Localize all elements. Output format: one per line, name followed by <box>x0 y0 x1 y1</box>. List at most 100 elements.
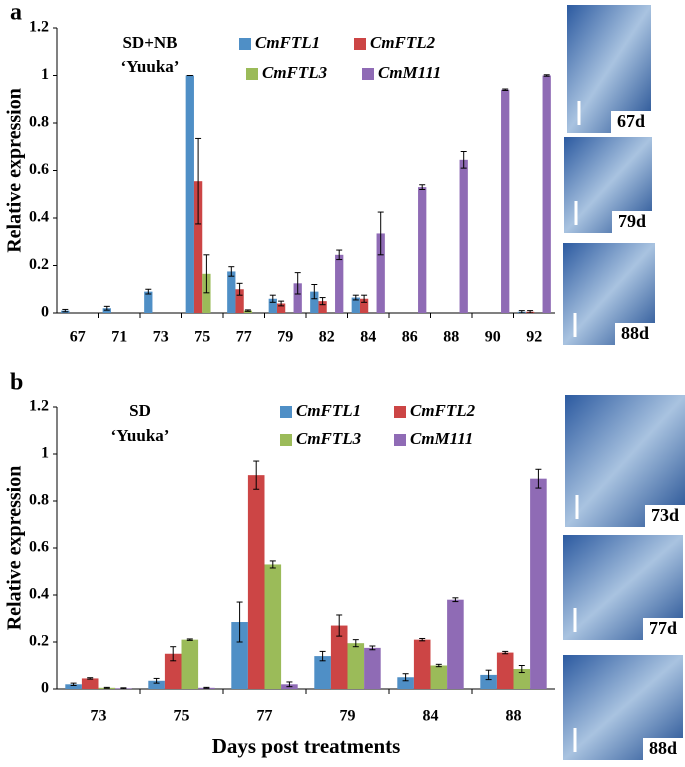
y-tick-label: 0.8 <box>29 492 49 509</box>
bar <box>542 75 551 313</box>
legend-swatch <box>246 68 258 80</box>
bar <box>185 75 194 313</box>
bar <box>496 652 514 689</box>
y-tick-label: 1 <box>41 66 49 83</box>
bar <box>347 643 365 689</box>
bar <box>268 298 277 313</box>
legend-label: CmFTL1 <box>255 33 320 52</box>
image-label-box <box>615 323 655 345</box>
image-label-box <box>643 618 683 640</box>
error-bar <box>361 294 368 303</box>
error-bar <box>485 669 492 681</box>
bar <box>330 625 348 689</box>
error-bar <box>87 677 94 680</box>
bar <box>181 639 199 689</box>
legend-label: CmFTL1 <box>296 401 361 420</box>
bar <box>318 301 327 313</box>
bar <box>231 622 248 689</box>
x-tick-label: 77 <box>257 708 273 725</box>
bar <box>397 677 414 689</box>
image-label: 77d <box>649 618 677 638</box>
error-bar <box>527 310 534 314</box>
error-bar <box>120 687 127 690</box>
bar <box>418 187 427 313</box>
error-bar <box>103 305 110 311</box>
bar <box>513 669 531 689</box>
legend-label: CmFTL3 <box>296 429 362 448</box>
error-bar <box>236 282 243 296</box>
y-tick-label: 0 <box>41 680 49 697</box>
error-bar <box>70 682 77 686</box>
bar <box>376 233 385 313</box>
bar <box>480 674 497 689</box>
x-tick-label: 67 <box>70 329 86 346</box>
error-bar <box>543 74 550 77</box>
annotation: SD <box>129 401 151 420</box>
bar <box>314 656 331 689</box>
image-label: 79d <box>618 211 646 231</box>
legend-swatch <box>362 68 374 80</box>
error-bar <box>244 309 251 312</box>
y-tick-label: 0.2 <box>29 256 49 273</box>
image-label: 73d <box>651 505 679 525</box>
legend-swatch <box>354 38 366 50</box>
bar <box>247 475 265 689</box>
x-tick-label: 73 <box>153 329 169 346</box>
x-tick-label: 84 <box>423 708 439 725</box>
legend-swatch <box>280 434 292 446</box>
error-bar <box>186 638 193 641</box>
error-bar <box>170 646 177 662</box>
y-tick-label: 1 <box>41 445 49 462</box>
x-tick-label: 82 <box>319 329 335 346</box>
panel-label: b <box>10 370 23 396</box>
bar <box>148 680 165 689</box>
bar <box>530 478 547 689</box>
error-bar <box>452 597 459 603</box>
bar <box>65 684 82 689</box>
y-tick-label: 0.6 <box>29 539 49 556</box>
error-bar <box>352 639 359 648</box>
image-label-box <box>611 111 651 133</box>
error-bar <box>203 254 210 294</box>
annotation: ‘Yuuka’ <box>121 57 180 76</box>
legend-label: CmM111 <box>410 429 473 448</box>
y-tick-label: 0.2 <box>29 633 49 650</box>
error-bar <box>253 460 260 490</box>
bar <box>430 665 448 689</box>
error-bar <box>419 637 426 642</box>
y-tick-label: 1.2 <box>29 19 49 36</box>
error-bar <box>269 294 276 303</box>
bar <box>447 599 464 689</box>
legend-swatch <box>239 38 251 50</box>
image-label: 88d <box>649 738 677 758</box>
error-bar <box>502 88 509 91</box>
y-tick-label: 0.6 <box>29 161 49 178</box>
image-label-box <box>645 505 685 527</box>
bar <box>310 291 319 313</box>
panel-label: a <box>10 0 22 26</box>
error-bar <box>62 308 69 313</box>
bar <box>81 678 99 689</box>
legend-swatch <box>394 406 406 418</box>
image-label-box <box>612 211 652 233</box>
bar <box>235 289 244 313</box>
error-bar <box>294 272 301 295</box>
error-bar <box>319 297 326 306</box>
legend-swatch <box>280 406 292 418</box>
x-axis-label: Days post treatments <box>212 734 401 758</box>
error-bar <box>377 211 384 256</box>
error-bar <box>311 284 318 300</box>
annotation: SD+NB <box>122 33 177 52</box>
bar <box>193 181 203 313</box>
x-tick-label: 92 <box>526 329 542 346</box>
bar <box>293 283 302 313</box>
error-bar <box>435 663 442 668</box>
annotation: ‘Yuuka’ <box>111 426 170 445</box>
x-tick-label: 88 <box>443 329 459 346</box>
error-bar <box>319 650 326 662</box>
error-bar <box>228 266 235 277</box>
x-tick-label: 75 <box>194 329 210 346</box>
bar <box>164 653 182 689</box>
bar <box>359 298 369 313</box>
y-tick-label: 0.4 <box>29 209 49 226</box>
